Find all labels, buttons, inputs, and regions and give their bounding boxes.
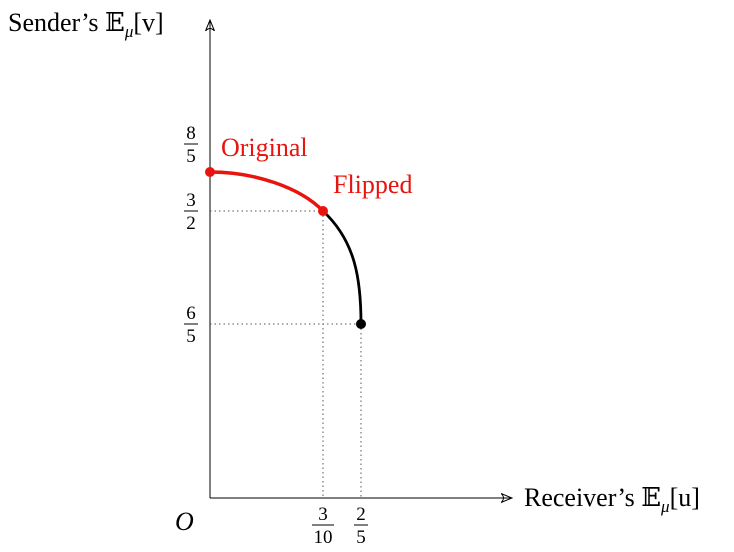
- original-point: [205, 167, 215, 177]
- x-tick-3-10-numerator: 3: [318, 504, 328, 525]
- x-tick-labels: 310 25: [312, 504, 368, 548]
- flipped-point: [318, 206, 328, 216]
- original-curve: [208, 170, 325, 213]
- x-tick-3-10-denominator: 10: [314, 527, 333, 548]
- y-tick-6-5: 65: [184, 303, 198, 347]
- y-tick-8-5: 85: [184, 123, 198, 167]
- y-tick-3-2-numerator: 3: [186, 190, 196, 211]
- x-tick-2-5: 25: [354, 504, 368, 548]
- flipped-curve: [321, 209, 363, 326]
- y-axis-label: Sender’s 𝔼μ[v]: [8, 8, 164, 41]
- origin-label: O: [175, 507, 194, 536]
- y-tick-3-2: 32: [184, 190, 198, 234]
- x-axis-label: Receiver’s 𝔼μ[u]: [524, 483, 700, 516]
- guide-lines: [210, 210, 362, 498]
- x-tick-2-5-numerator: 2: [356, 504, 366, 525]
- original-label: Original: [221, 133, 308, 162]
- endpoint: [356, 319, 366, 329]
- flipped-label: Flipped: [333, 170, 412, 199]
- y-tick-6-5-numerator: 6: [186, 303, 196, 324]
- x-tick-2-5-denominator: 5: [356, 527, 366, 548]
- y-tick-8-5-denominator: 5: [186, 146, 196, 167]
- frontier-points: [205, 167, 366, 329]
- y-tick-6-5-denominator: 5: [186, 326, 196, 347]
- y-tick-3-2-denominator: 2: [186, 213, 196, 234]
- y-tick-8-5-numerator: 8: [186, 123, 196, 144]
- frontier-curves: [208, 170, 363, 326]
- x-tick-3-10: 310: [312, 504, 334, 548]
